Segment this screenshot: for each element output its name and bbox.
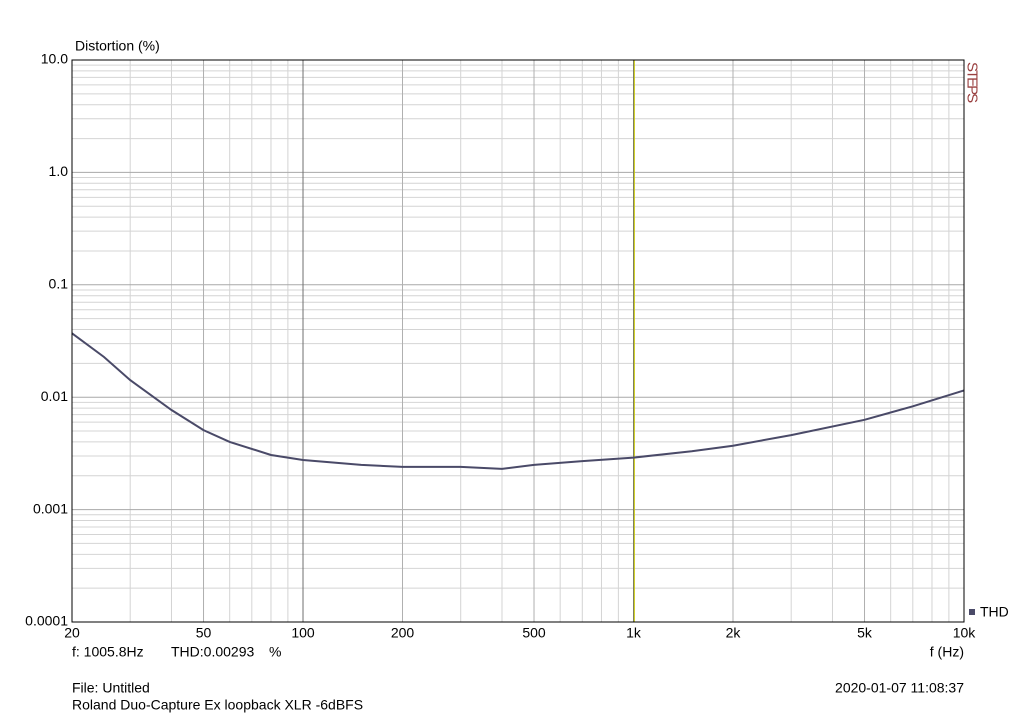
y-tick-label: 0.0001 bbox=[25, 613, 68, 629]
readout-unit: % bbox=[269, 644, 281, 660]
x-tick-label: 50 bbox=[196, 625, 212, 641]
plot-border bbox=[71, 59, 965, 623]
y-tick-label: 0.001 bbox=[33, 500, 68, 516]
y-tick-label: 10.0 bbox=[41, 51, 68, 67]
x-tick-label: 20 bbox=[64, 625, 80, 641]
x-tick-label: 2k bbox=[726, 625, 742, 641]
x-tick-label: 200 bbox=[391, 625, 415, 641]
y-tick-label: 0.1 bbox=[49, 276, 69, 292]
legend-label: THD bbox=[980, 604, 1009, 620]
x-tick-label: 100 bbox=[291, 625, 315, 641]
y-tick-label: 0.01 bbox=[41, 388, 68, 404]
x-axis-label: f (Hz) bbox=[930, 644, 964, 660]
timestamp: 2020-01-07 11:08:37 bbox=[835, 680, 964, 696]
y-tick-label: 1.0 bbox=[49, 163, 69, 179]
x-tick-label: 10k bbox=[953, 625, 977, 641]
x-tick-label: 5k bbox=[857, 625, 873, 641]
legend-swatch bbox=[969, 609, 975, 615]
x-tick-label: 1k bbox=[626, 625, 642, 641]
data-line bbox=[71, 332, 965, 470]
watermark: STEPS bbox=[964, 62, 981, 103]
thd-readout: THD:0.00293 bbox=[171, 644, 254, 660]
cursor-readout: f: 1005.8Hz bbox=[72, 644, 144, 660]
x-tick-label: 500 bbox=[522, 625, 546, 641]
description: Roland Duo-Capture Ex loopback XLR -6dBF… bbox=[72, 697, 363, 713]
y-axis-label: Distortion (%) bbox=[75, 38, 160, 54]
file-name: File: Untitled bbox=[72, 680, 150, 696]
